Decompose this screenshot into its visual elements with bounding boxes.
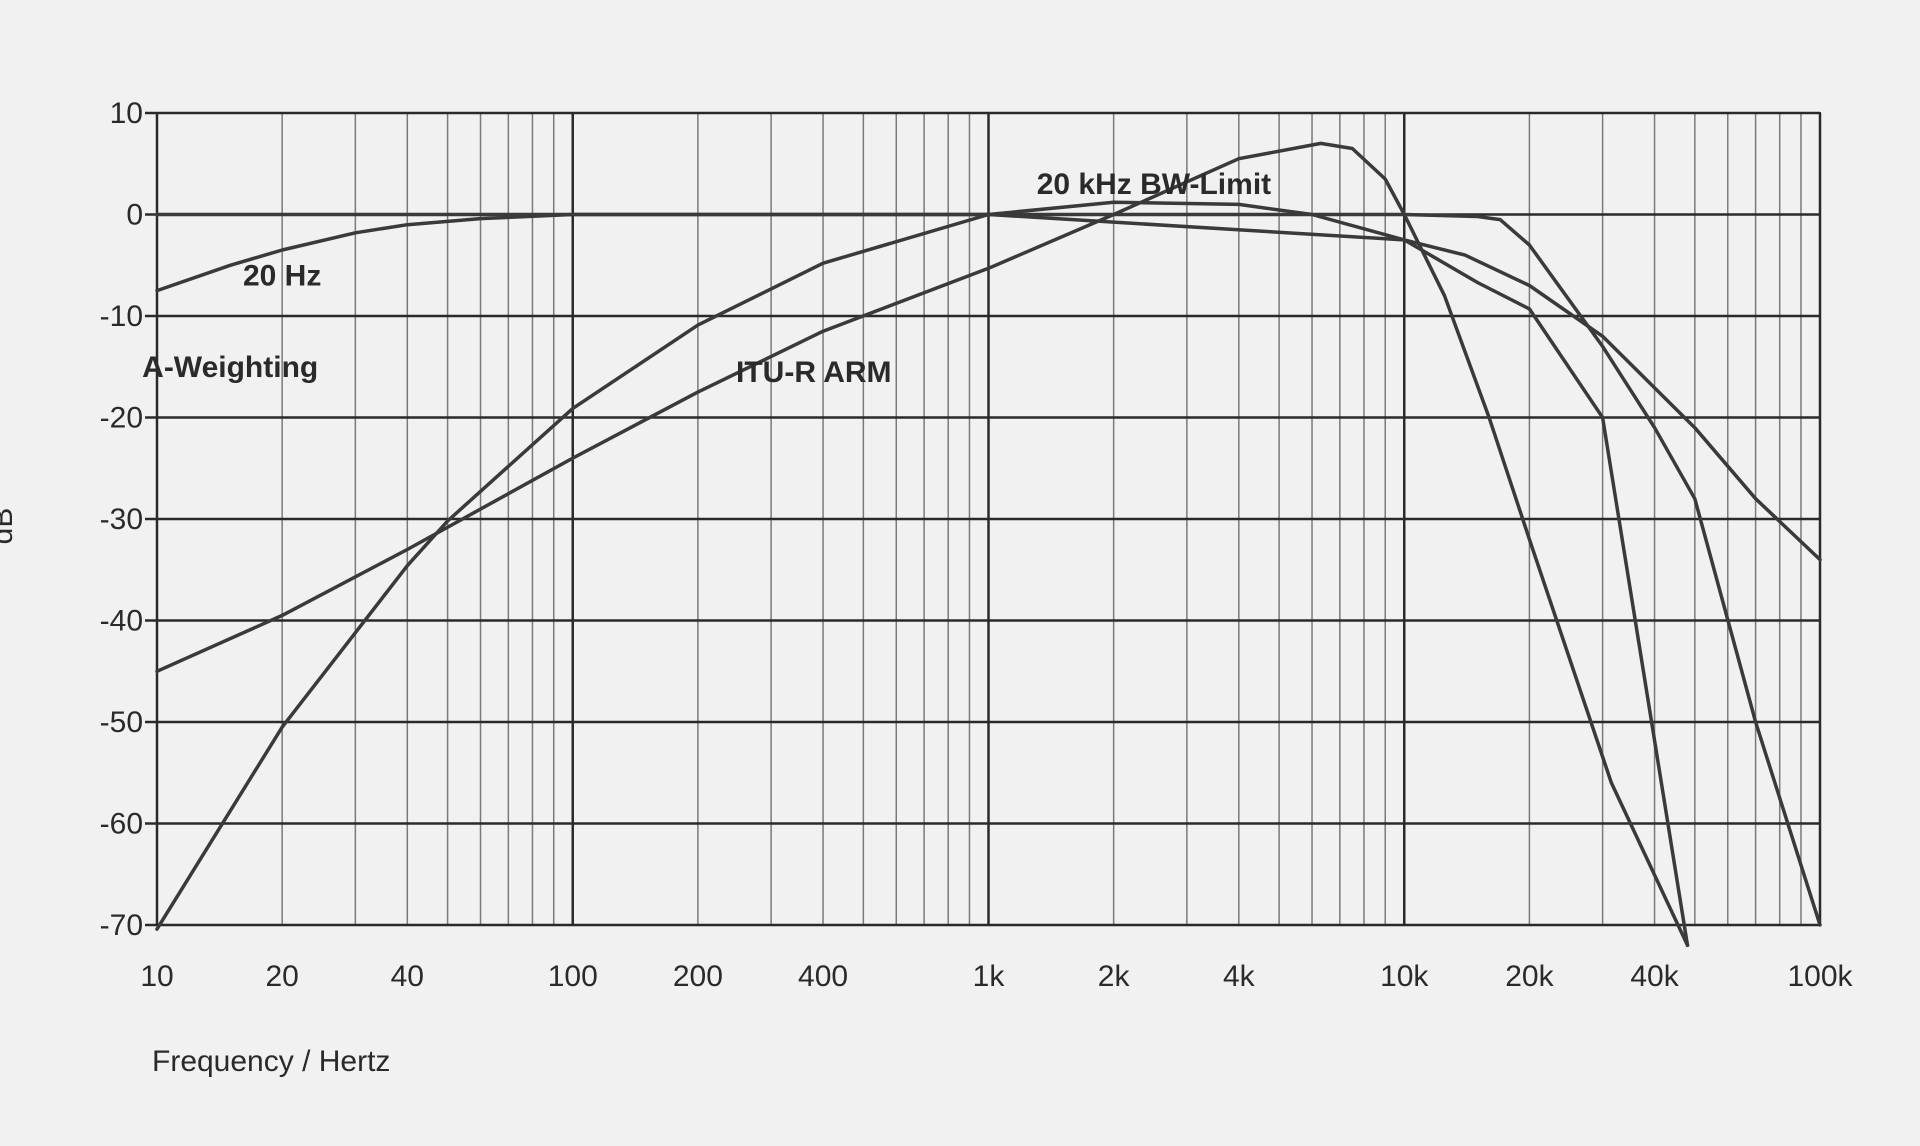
y-tick-label: -30 — [100, 503, 143, 536]
x-tick-label: 1k — [973, 960, 1006, 993]
series-line-2 — [155, 200, 1690, 948]
tick-labels: 10 20 40 100 200 400 1k 2k 4k 10k 20k 40k 100k100-10… — [100, 97, 1854, 993]
x-tick-label: 40k — [1630, 960, 1679, 993]
series-label-1: 20 Hz — [243, 259, 321, 292]
series-label-3: ITU-R ARM — [736, 356, 892, 389]
x-tick-label: 100 — [548, 960, 598, 993]
x-tick-label: 10k — [1380, 960, 1429, 993]
y-tick-label: -20 — [100, 402, 143, 435]
series-line-3 — [155, 141, 1690, 948]
y-axis-title: dB — [0, 508, 19, 545]
x-tick-label: 2k — [1098, 960, 1131, 993]
x-tick-label: 200 — [673, 960, 723, 993]
y-tick-label: -70 — [100, 909, 143, 942]
x-tick-label: 20k — [1505, 960, 1554, 993]
x-axis-title: Frequency / Hertz — [152, 1045, 390, 1078]
y-tick-label: -60 — [100, 808, 143, 841]
x-tick-label: 10 — [140, 960, 173, 993]
x-tick-label: 100k — [1787, 960, 1853, 993]
series-line-1 — [155, 212, 1822, 927]
series-lines — [155, 141, 1822, 948]
series-label-0: 20 kHz BW-Limit — [1037, 168, 1271, 201]
y-tick-label: -40 — [100, 605, 143, 638]
y-tick-label: -50 — [100, 706, 143, 739]
x-tick-label: 20 — [265, 960, 298, 993]
x-tick-label: 400 — [798, 960, 848, 993]
grid — [145, 111, 1822, 927]
series-annotations: 20 kHz BW-Limit 20 Hz A-Weighting ITU-R ARM — [142, 168, 1271, 389]
y-tick-label: 10 — [110, 97, 143, 130]
x-tick-label: 4k — [1223, 960, 1256, 993]
x-tick-label: 40 — [391, 960, 424, 993]
series-label-2: A-Weighting — [142, 351, 318, 384]
y-tick-label: 0 — [126, 199, 143, 232]
y-tick-label: -10 — [100, 300, 143, 333]
